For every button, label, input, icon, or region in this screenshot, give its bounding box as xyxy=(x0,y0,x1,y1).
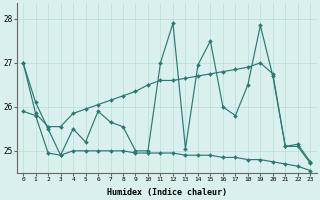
X-axis label: Humidex (Indice chaleur): Humidex (Indice chaleur) xyxy=(107,188,227,197)
